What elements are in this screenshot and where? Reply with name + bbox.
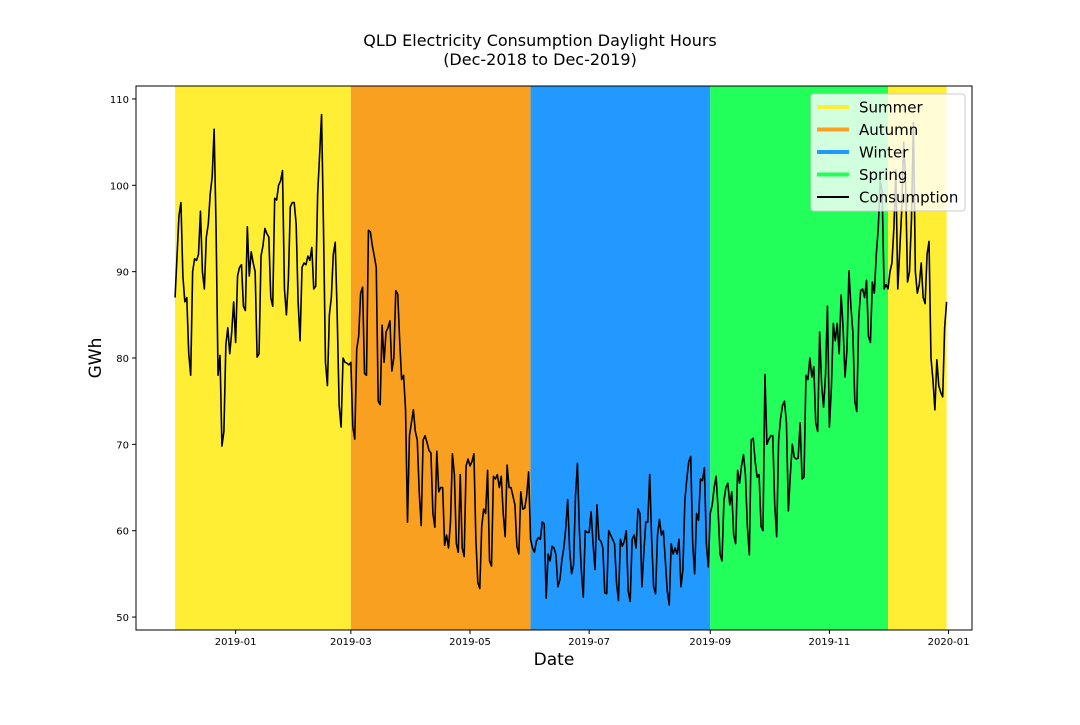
y-axis-label: GWh <box>86 338 106 379</box>
y-tick-label-110: 110 <box>110 95 129 106</box>
y-tick-label-70: 70 <box>116 440 129 451</box>
x-tick-label-2020-01: 2020-01 <box>928 637 970 648</box>
legend-box <box>810 93 966 212</box>
legend-label-consumption: Consumption <box>859 189 958 207</box>
x-tick-label-2019-11: 2019-11 <box>809 637 851 648</box>
legend-label-winter: Winter <box>859 144 909 162</box>
legend-label-autumn: Autumn <box>859 121 918 139</box>
y-tick-label-60: 60 <box>116 527 129 538</box>
x-tick-label-2019-07: 2019-07 <box>568 637 610 648</box>
chart-subtitle: (Dec-2018 to Dec-2019) <box>443 50 637 69</box>
legend-label-spring: Spring <box>859 166 907 184</box>
x-tick-label-2019-01: 2019-01 <box>215 637 257 648</box>
y-tick-label-80: 80 <box>116 354 129 365</box>
legend-label-summer: Summer <box>859 99 923 117</box>
y-tick-label-90: 90 <box>116 268 129 279</box>
y-tick-label-100: 100 <box>110 181 129 192</box>
y-tick-label-50: 50 <box>116 613 129 624</box>
consumption-line <box>174 113 948 606</box>
chart-title: QLD Electricity Consumption Daylight Hou… <box>363 31 717 50</box>
x-tick-label-2019-09: 2019-09 <box>689 637 731 648</box>
x-axis-label: Date <box>534 650 575 670</box>
x-tick-label-2019-05: 2019-05 <box>449 637 491 648</box>
season-band-summer-0 <box>175 86 351 630</box>
x-tick-label-2019-03: 2019-03 <box>330 637 372 648</box>
